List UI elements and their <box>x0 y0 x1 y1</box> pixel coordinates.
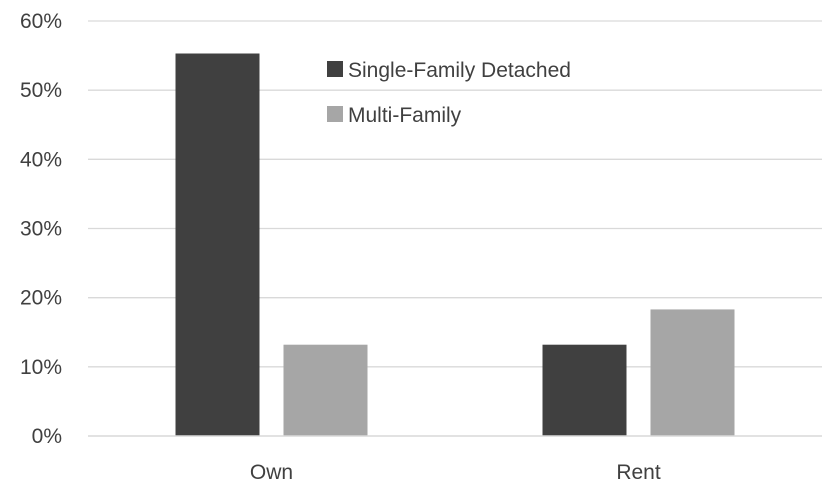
y-axis-tick-labels: 0% 10% 20% 30% 40% 50% 60% <box>20 10 62 448</box>
y-tick-label: 60% <box>20 10 62 33</box>
y-tick-label: 20% <box>20 287 62 310</box>
legend-swatch <box>327 61 343 77</box>
x-category-label: Rent <box>616 461 661 484</box>
y-tick-label: 0% <box>32 425 62 448</box>
legend: Single-Family Detached Multi-Family <box>327 59 571 127</box>
y-tick-label: 40% <box>20 148 62 171</box>
bar-single-family-detached-own <box>175 53 260 437</box>
y-tick-label: 50% <box>20 79 62 102</box>
y-tick-label: 30% <box>20 218 62 241</box>
bar-single-family-detached-rent <box>542 344 627 436</box>
y-tick-label: 10% <box>20 356 62 379</box>
x-category-label: Own <box>250 461 293 484</box>
legend-label: Multi-Family <box>348 104 462 127</box>
bars <box>175 53 735 437</box>
bar-multi-family-rent <box>650 309 735 436</box>
x-axis-category-labels: Own Rent <box>250 461 661 484</box>
bar-multi-family-own <box>283 344 368 436</box>
legend-swatch <box>327 106 343 122</box>
legend-label: Single-Family Detached <box>348 59 571 82</box>
